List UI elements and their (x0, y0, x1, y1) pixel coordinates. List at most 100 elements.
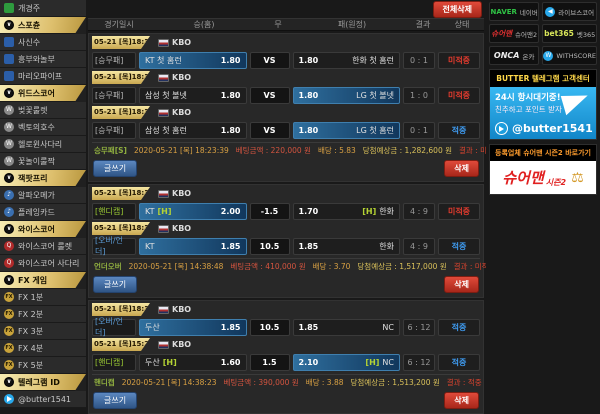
sidebar-item[interactable]: 마리오파이프 (0, 68, 86, 85)
kbo-logo-icon (158, 108, 169, 117)
w-badge-icon: W (4, 105, 14, 115)
away-bet-cell[interactable]: 1.80 한화 첫 홈런 (292, 51, 400, 69)
away-bet-cell[interactable]: 1.80 LG 첫 볼넷 (292, 86, 400, 104)
sidebar-item[interactable]: FX FX 4분 (0, 340, 86, 357)
sidebar-item-telegram-id[interactable]: @butter1541 (0, 391, 86, 408)
away-bet-cell[interactable]: 1.85 한화 (292, 237, 400, 255)
kbo-logo-icon (158, 305, 169, 314)
line-cell[interactable]: 10.5 (249, 318, 290, 336)
sidebar-section-withscore[interactable]: ∨ 위드스코어 (0, 85, 86, 102)
home-bet-cell[interactable]: 삼성 첫 볼넷 1.80 (139, 86, 247, 104)
away-bet-cell[interactable]: 1.85 NC (292, 318, 400, 336)
fx-badge-icon: FX (4, 360, 14, 370)
bet-slip-group: 05-21 [목]18:30 KBO [승무패] KT 첫 홈런 1.80 VS … (88, 33, 501, 182)
home-bet-cell[interactable]: 두산 1.85 (139, 318, 247, 336)
col-time: 경기일시 (104, 20, 134, 29)
summary-amount: 베팅금액 : 220,000 원 (235, 146, 311, 155)
sidebar-item[interactable]: ♪ 플레잉카드 (0, 204, 86, 221)
handicap-cell[interactable]: -1.5 (249, 202, 290, 220)
write-post-button[interactable]: 글쓰기 (93, 276, 138, 293)
sidebar-section-sports[interactable]: ∨ 스포츈 (0, 17, 86, 34)
league-row: 05-21 [목]18:30 KBO (92, 186, 480, 201)
col-away: 패(원정) (337, 20, 367, 29)
score-box: 6 : 12 (403, 353, 435, 371)
partner-link-bet365[interactable]: bet365 벳365 (542, 24, 597, 43)
draw-bet-cell[interactable]: VS (249, 121, 290, 139)
summary-type: 핸디캡 (94, 378, 115, 387)
sidebar-item[interactable]: W 벚꽃룰렛 (0, 102, 86, 119)
col-state: 상태 (454, 20, 470, 29)
sidebar-item[interactable]: Q 와이스코어 사다리 (0, 255, 86, 272)
league-label: KBO (158, 305, 191, 314)
sureman-banner[interactable]: 등록업체 슈어맨 시즌2 바로가기 슈어맨 시즌2 ⚖ (489, 144, 597, 195)
sidebar-item-label: FX 2분 (18, 309, 44, 319)
sidebar-item[interactable]: 사신수 (0, 34, 86, 51)
status-badge: 적중 (438, 237, 480, 255)
sidebar-item[interactable]: 흥부와놀부 (0, 51, 86, 68)
sidebar-item[interactable]: 개경주 (0, 0, 86, 17)
summary-type: 언더오버 (94, 262, 122, 271)
sidebar-item-label: @butter1541 (18, 394, 71, 404)
sidebar-item-label: FX 1분 (18, 292, 44, 302)
away-bet-cell[interactable]: 2.10 [H] NC (292, 353, 400, 371)
league-label: KBO (158, 108, 191, 117)
fx-badge-icon: FX (4, 292, 14, 302)
sidebar-section-label: 텔레그램 ID (18, 377, 60, 387)
sidebar-item-label: FX 3분 (18, 326, 44, 336)
away-bet-cell[interactable]: 1.70 [H] 한화 (292, 202, 400, 220)
telegram-banner[interactable]: BUTTER 텔레그램 고객센터 24시 항시대기중! 친추하고 포인트 받자 … (489, 69, 597, 140)
draw-bet-cell[interactable]: VS (249, 86, 290, 104)
delete-slip-button[interactable]: 삭제 (444, 392, 479, 409)
sidebar-item[interactable]: FX FX 3분 (0, 323, 86, 340)
slip-actions: 글쓰기 삭제 (92, 158, 480, 179)
bet-row: [핸디캡] KT [H] 2.00 -1.5 1.70 [H] 한화 4 : 9 미적중 (92, 201, 480, 221)
home-bet-cell[interactable]: KT 첫 홈런 1.80 (139, 51, 247, 69)
chevron-down-icon: ∨ (4, 224, 14, 234)
write-post-button[interactable]: 글쓰기 (93, 392, 138, 409)
bet-row: [핸디캡] 두산 [H] 1.60 1.5 2.10 [H] NC 6 : 12 적중 (92, 352, 480, 372)
home-bet-cell[interactable]: KT [H] 2.00 (139, 202, 247, 220)
delete-slip-button[interactable]: 삭제 (444, 276, 479, 293)
onca-logo: ONCA (493, 51, 520, 60)
delete-all-button[interactable]: 전체삭제 (432, 0, 482, 18)
fx-badge-icon: FX (4, 309, 14, 319)
score-box: 1 : 0 (403, 86, 435, 104)
note-icon: ♪ (4, 207, 14, 217)
write-post-button[interactable]: 글쓰기 (93, 160, 138, 177)
delete-slip-button[interactable]: 삭제 (444, 160, 479, 177)
sidebar-item[interactable]: W 헬로윈사다리 (0, 136, 86, 153)
score-box: 4 : 9 (403, 237, 435, 255)
match-time-flag: 05-21 [목]18:30 (92, 187, 150, 200)
sidebar-item[interactable]: FX FX 2분 (0, 306, 86, 323)
home-bet-cell[interactable]: 삼성 첫 홈런 1.80 (139, 121, 247, 139)
home-bet-cell[interactable]: 두산 [H] 1.60 (139, 353, 247, 371)
sidebar-item-label: 헬로윈사다리 (18, 139, 63, 149)
draw-bet-cell[interactable]: VS (249, 51, 290, 69)
partner-link-livescore[interactable]: ◀ 라이브스코어 (542, 2, 597, 21)
sidebar-section-telegram[interactable]: ∨ 텔레그램 ID (0, 374, 86, 391)
sidebar-section-fx[interactable]: ∨ FX 게임 (0, 272, 86, 289)
away-bet-cell[interactable]: 1.80 LG 첫 홈런 (292, 121, 400, 139)
sidebar-section-yscore[interactable]: ∨ 와이스코어 (0, 221, 86, 238)
status-badge: 미적중 (438, 202, 480, 220)
handicap-cell[interactable]: 1.5 (249, 353, 290, 371)
sidebar-item[interactable]: FX FX 5분 (0, 357, 86, 374)
sidebar-item[interactable]: Q 와이스코어 룰렛 (0, 238, 86, 255)
q-badge-icon: Q (4, 258, 14, 268)
partner-link-naver[interactable]: NAVER 네이버 (489, 2, 540, 21)
match-time-flag: 05-21 [목]18:30 (92, 303, 150, 316)
sidebar-item[interactable]: W 꽃놀이룰짝 (0, 153, 86, 170)
line-cell[interactable]: 10.5 (249, 237, 290, 255)
summary-result: 결과 : 미적중 (453, 262, 496, 271)
slip-actions: 글쓰기 삭제 (92, 274, 480, 295)
chevron-down-icon: ∨ (4, 88, 14, 98)
sidebar-section-jackpot[interactable]: ∨ 잭팟프리 (0, 170, 86, 187)
partner-link-sureman2[interactable]: 슈어맨 슈어맨2 (489, 24, 540, 43)
sidebar-item[interactable]: ♪ 알파오메가 (0, 187, 86, 204)
partner-link-withscore[interactable]: W WITHSCORE (542, 46, 597, 65)
bet-type-label: [오버/언더] (92, 236, 136, 256)
sidebar-item[interactable]: FX FX 1분 (0, 289, 86, 306)
partner-link-onca[interactable]: ONCA 온카 (489, 46, 540, 65)
home-bet-cell[interactable]: KT 1.85 (139, 237, 247, 255)
sidebar-item[interactable]: W 벡토의호수 (0, 119, 86, 136)
